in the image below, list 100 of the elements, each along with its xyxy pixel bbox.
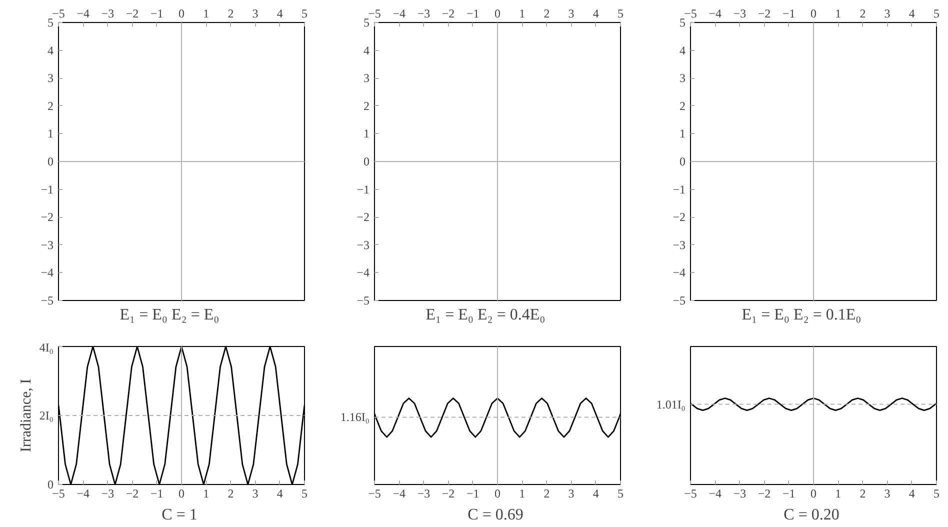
x-tick-label: 0 xyxy=(178,486,184,500)
y-tick-label: 1 xyxy=(48,126,54,141)
y-tick-label: 4 xyxy=(680,43,686,58)
y-tick-label: −5 xyxy=(356,294,370,308)
x-tick-label: −1 xyxy=(466,486,480,500)
x-tick-label: 1 xyxy=(519,486,526,500)
x-tick-label: 0 xyxy=(494,486,500,500)
x-tick-label: 5 xyxy=(302,6,308,20)
x-axis-title: C = 0.20 xyxy=(784,506,840,524)
y-tick-label: 5 xyxy=(48,16,54,30)
x-tick-label: 3 xyxy=(252,486,258,500)
y-tick-label: 1 xyxy=(680,126,686,141)
x-tick-label: 3 xyxy=(568,486,574,500)
x-tick-label: −2 xyxy=(758,6,771,20)
x-tick-label: −3 xyxy=(417,486,430,500)
x-tick-label: 1 xyxy=(835,6,842,20)
x-tick-label: 4 xyxy=(276,6,283,20)
x-tick-label: 2 xyxy=(860,486,866,500)
x-tick-label: 4 xyxy=(592,486,599,500)
x-tick-label: 0 xyxy=(810,6,816,20)
x-tick-label: 0 xyxy=(178,6,184,20)
y-tick-label: −2 xyxy=(672,210,686,224)
x-tick-label: −4 xyxy=(76,486,90,500)
y-tick-label: 2 xyxy=(680,98,686,113)
x-tick-label: 2 xyxy=(228,486,234,500)
x-axis-title: C = 0.69 xyxy=(468,506,524,524)
x-tick-label: 3 xyxy=(252,6,258,20)
y-tick-label: −5 xyxy=(40,294,54,308)
y-tick-label: −2 xyxy=(356,210,370,224)
y-tick-label: 3 xyxy=(48,71,54,86)
y-tick-label: −3 xyxy=(356,238,370,252)
x-tick-label: 1 xyxy=(203,486,210,500)
x-tick-label: −3 xyxy=(101,6,114,20)
x-tick-label: −4 xyxy=(392,6,406,20)
y-tick-label: 5 xyxy=(364,16,370,30)
y-tick-label: −3 xyxy=(40,238,54,252)
y-tick-label: −4 xyxy=(356,266,370,280)
y-tick-label: −3 xyxy=(672,238,686,252)
x-tick-label: −4 xyxy=(76,6,90,20)
x-tick-label: 0 xyxy=(810,486,816,500)
x-axis-title: C = 1 xyxy=(162,506,198,524)
y-tick-label: 0 xyxy=(364,154,370,168)
x-tick-label: −2 xyxy=(442,486,455,500)
x-tick-label: 2 xyxy=(860,6,866,20)
y-tick-label: 0 xyxy=(48,154,54,168)
x-tick-label: 4 xyxy=(908,486,915,500)
x-tick-label: −3 xyxy=(101,486,114,500)
ref-line-label: 1.16I₀ xyxy=(340,410,370,424)
y-tick-label: 2 xyxy=(364,98,370,113)
x-tick-label: −1 xyxy=(782,6,796,20)
x-tick-label: −2 xyxy=(126,6,139,20)
y-tick-label: 3 xyxy=(680,71,686,86)
x-tick-label: 3 xyxy=(884,6,890,20)
x-tick-label: 1 xyxy=(519,6,526,20)
x-tick-label: 2 xyxy=(544,6,550,20)
x-tick-label: 4 xyxy=(592,6,599,20)
x-tick-label: 5 xyxy=(934,6,940,20)
x-axis-title: E₁ = E₀ E₂ = E₀ xyxy=(120,306,220,324)
y-tick-label: −1 xyxy=(40,182,54,196)
x-tick-label: −4 xyxy=(708,486,722,500)
x-tick-label: 5 xyxy=(302,486,308,500)
y-tick-label: 4 xyxy=(48,43,54,58)
x-tick-label: 3 xyxy=(884,486,890,500)
x-axis-title: E₁ = E₀ E₂ = 0.4E₀ xyxy=(426,306,546,324)
x-tick-label: 4 xyxy=(908,6,915,20)
x-tick-label: 4 xyxy=(276,486,283,500)
ref-line-label: 1.01I₀ xyxy=(656,397,686,412)
x-tick-label: −1 xyxy=(782,486,796,500)
y-tick-label: −1 xyxy=(672,182,686,196)
y-tick-label: −5 xyxy=(672,294,686,308)
y-tick-label: 3 xyxy=(364,71,370,86)
y-tick-label: −4 xyxy=(40,266,54,280)
y-tick-label: 2 xyxy=(48,98,54,113)
y-tick-label: 4I₀ xyxy=(39,340,54,354)
x-tick-label: −1 xyxy=(466,6,480,20)
x-tick-label: −3 xyxy=(417,6,430,20)
y-tick-label: 0 xyxy=(680,154,686,168)
x-tick-label: −2 xyxy=(442,6,455,20)
x-tick-label: −3 xyxy=(733,6,746,20)
x-tick-label: 1 xyxy=(203,6,210,20)
x-tick-label: −4 xyxy=(708,6,722,20)
y-tick-label: −4 xyxy=(672,266,686,280)
x-tick-label: −2 xyxy=(126,486,139,500)
y-tick-label: 0 xyxy=(48,478,54,492)
x-tick-label: −2 xyxy=(758,486,771,500)
x-tick-label: −1 xyxy=(150,6,164,20)
y-tick-label: 4 xyxy=(364,43,370,58)
x-axis-title: E₁ = E₀ E₂ = 0.1E₀ xyxy=(742,306,862,324)
x-tick-label: −1 xyxy=(150,486,164,500)
y-axis-title: Irradiance, I xyxy=(18,378,34,452)
x-tick-label: −4 xyxy=(392,486,406,500)
y-tick-label: −1 xyxy=(356,182,370,196)
y-tick-label: 2I₀ xyxy=(39,408,54,422)
x-tick-label: 5 xyxy=(618,486,624,500)
x-tick-label: 0 xyxy=(494,6,500,20)
y-tick-label: −2 xyxy=(40,210,54,224)
x-tick-label: −3 xyxy=(733,486,746,500)
x-tick-label: 1 xyxy=(835,486,842,500)
y-tick-label: 5 xyxy=(680,16,686,30)
x-tick-label: 5 xyxy=(618,6,624,20)
